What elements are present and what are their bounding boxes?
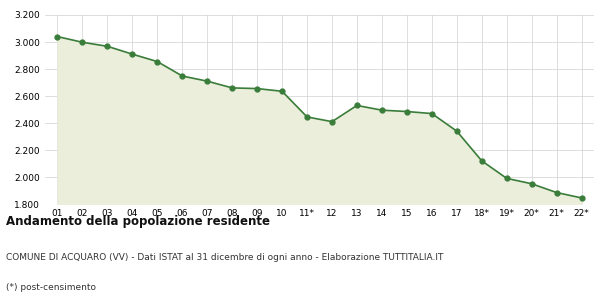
Text: (*) post-censimento: (*) post-censimento	[6, 284, 96, 292]
Text: COMUNE DI ACQUARO (VV) - Dati ISTAT al 31 dicembre di ogni anno - Elaborazione T: COMUNE DI ACQUARO (VV) - Dati ISTAT al 3…	[6, 254, 443, 262]
Text: Andamento della popolazione residente: Andamento della popolazione residente	[6, 214, 270, 227]
